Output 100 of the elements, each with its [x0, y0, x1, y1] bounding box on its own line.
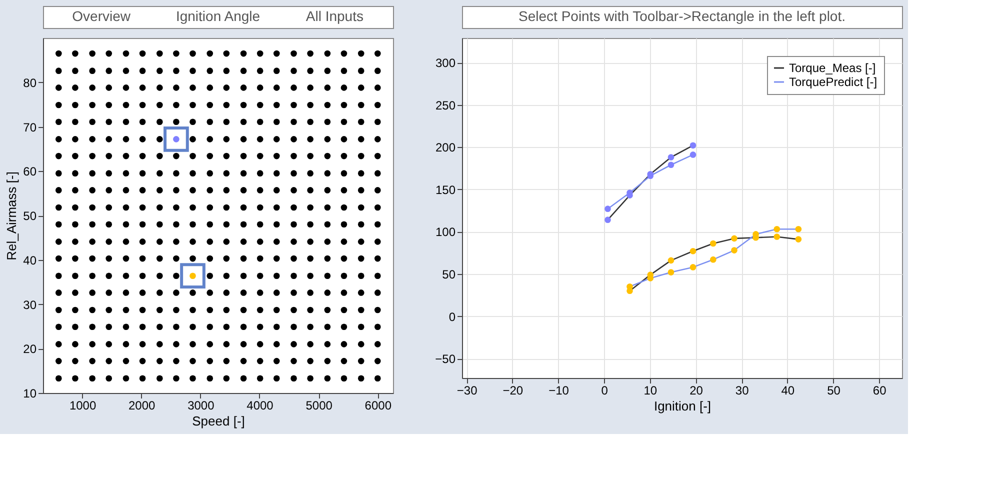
point [223, 306, 230, 314]
point [324, 118, 331, 126]
x-tick-label: 50 [827, 384, 841, 398]
point [223, 375, 230, 382]
point [307, 341, 314, 348]
point [374, 170, 381, 176]
point [358, 358, 364, 364]
point [604, 206, 611, 212]
point [89, 50, 96, 57]
point [55, 272, 62, 280]
point [156, 50, 163, 57]
point [340, 306, 348, 314]
point [240, 221, 247, 228]
point [324, 50, 331, 57]
point [324, 272, 331, 280]
point [290, 118, 297, 126]
point [122, 136, 130, 142]
point [106, 358, 112, 364]
point [668, 257, 674, 264]
point [358, 238, 364, 245]
point [139, 238, 146, 245]
point [206, 221, 214, 228]
point [89, 118, 96, 126]
point [374, 290, 381, 296]
point [604, 216, 611, 223]
point [374, 136, 381, 142]
point [710, 256, 716, 263]
point [256, 324, 264, 330]
point [156, 84, 163, 91]
point [156, 136, 163, 142]
point [240, 50, 247, 57]
point [173, 187, 180, 194]
point [173, 358, 180, 364]
x-tick-label: 1000 [69, 398, 96, 412]
point [89, 272, 96, 280]
x-tick-label: 5000 [306, 398, 333, 412]
point [156, 170, 163, 176]
point [106, 84, 112, 91]
x-tick-label: 6000 [364, 398, 392, 412]
point [290, 102, 297, 108]
point [156, 375, 163, 382]
point [290, 272, 297, 280]
point [273, 68, 280, 74]
point [223, 84, 230, 91]
point [139, 255, 146, 262]
point [173, 68, 180, 74]
point [190, 358, 196, 364]
point [223, 341, 230, 348]
point [273, 136, 280, 142]
y-tick-label: 50 [442, 267, 456, 282]
point [795, 236, 802, 242]
point [206, 306, 214, 314]
point [240, 187, 247, 194]
point [55, 152, 62, 160]
point [340, 324, 348, 330]
point [240, 358, 247, 364]
point [307, 290, 314, 296]
point [340, 152, 348, 160]
point [290, 358, 297, 364]
point [273, 272, 280, 280]
point [72, 170, 78, 176]
point [256, 102, 264, 108]
point [173, 50, 180, 57]
point [190, 255, 196, 262]
x-tick-label: 20 [690, 384, 704, 398]
point [240, 152, 247, 160]
point [106, 136, 112, 142]
point [256, 375, 264, 382]
point [340, 204, 348, 211]
point [223, 358, 230, 364]
point [55, 306, 62, 314]
point [72, 238, 78, 245]
point [307, 221, 314, 228]
point [156, 255, 163, 262]
x-tick-label: 40 [781, 384, 795, 398]
point [324, 290, 331, 296]
point [307, 255, 314, 262]
point [795, 226, 802, 232]
point [156, 102, 163, 108]
point [206, 290, 214, 296]
point [55, 204, 62, 211]
point [106, 221, 112, 228]
x-tick-label: −20 [502, 384, 524, 398]
point [774, 226, 780, 232]
point [358, 84, 364, 91]
point [240, 238, 247, 245]
point [223, 136, 230, 142]
point [223, 170, 230, 176]
point [122, 187, 130, 194]
y-tick-label: 60 [23, 164, 37, 179]
point [358, 221, 364, 228]
point [374, 152, 381, 160]
point [324, 102, 331, 108]
point [190, 50, 196, 57]
point [324, 136, 331, 142]
y-tick-label: 20 [23, 342, 37, 356]
point [89, 255, 96, 262]
point [72, 68, 78, 74]
point [358, 152, 364, 160]
point [358, 118, 364, 126]
